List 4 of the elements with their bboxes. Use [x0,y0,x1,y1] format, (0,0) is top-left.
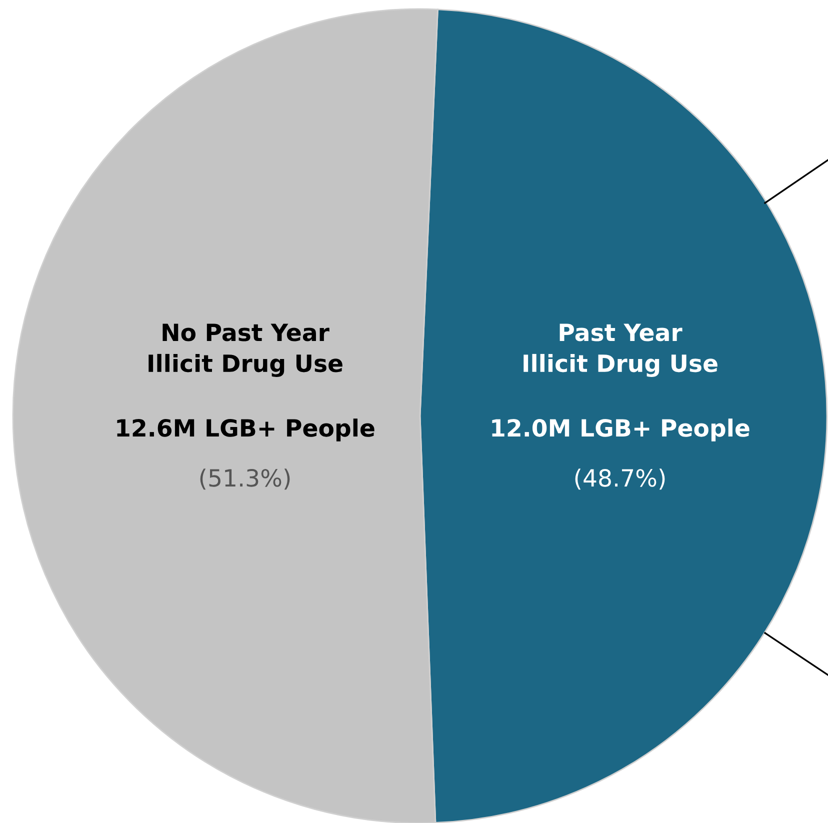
slice-label: Past Year Illicit Drug Use [524,324,718,377]
data-label: 12.6M LGB+ People (51.3%) [117,418,374,490]
data-label: 12.0M LGB+ People (48.7%) [492,418,750,490]
slice-label: No Past Year Illicit Drug Use [148,324,342,377]
